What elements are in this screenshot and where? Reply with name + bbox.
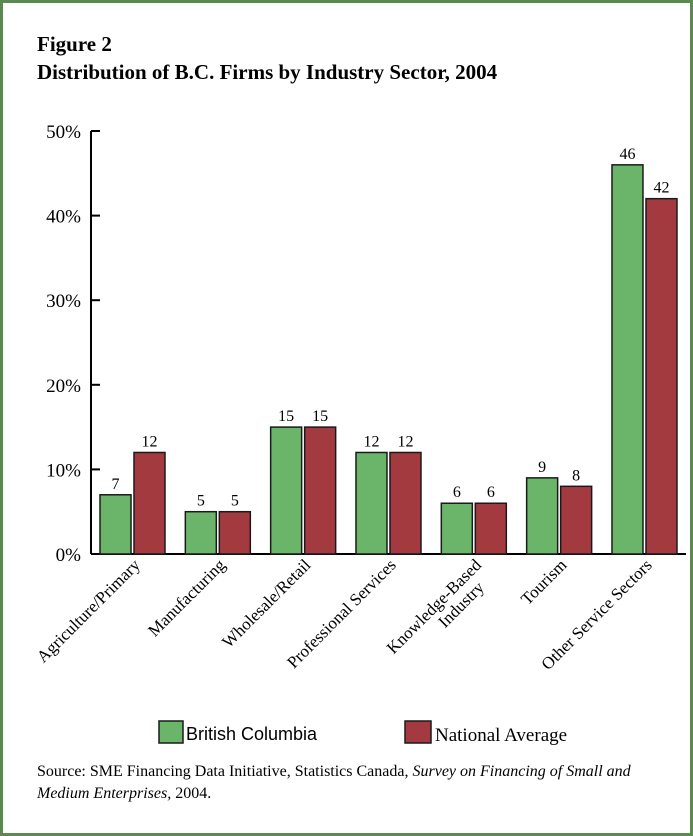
source-suffix: 2004. — [171, 785, 212, 802]
y-tick-label: 20% — [46, 376, 81, 397]
figure-label: Figure 2 — [37, 32, 112, 56]
bar — [389, 451, 422, 555]
bar — [645, 197, 678, 555]
data-label: 15 — [278, 408, 294, 425]
data-label: 42 — [653, 180, 669, 197]
chart-title: Distribution of B.C. Firms by Industry S… — [37, 60, 498, 84]
bar — [440, 502, 474, 555]
y-tick-label: 10% — [46, 460, 81, 481]
y-tick-label: 30% — [46, 291, 81, 312]
data-label: 9 — [538, 459, 546, 476]
bar — [303, 426, 337, 555]
bar — [218, 510, 252, 555]
x-tick-label-line: Agriculture/Primary — [33, 555, 144, 666]
bar — [611, 164, 644, 555]
data-label: 6 — [453, 484, 461, 501]
data-label: 12 — [142, 433, 158, 450]
x-tick-label-line: Wholesale/Retail — [218, 555, 314, 651]
x-tick-label: Agriculture/Primary — [33, 555, 144, 666]
x-tick-label-line: Tourism — [517, 555, 570, 608]
data-label: 5 — [197, 493, 205, 510]
legend-label-british-columbia: British Columbia — [186, 724, 318, 744]
data-label: 6 — [487, 484, 495, 501]
x-tick-label: Knowledge-BasedIndustry — [383, 555, 498, 670]
data-label: 15 — [312, 408, 328, 425]
data-label: 5 — [231, 493, 239, 510]
bar — [133, 451, 166, 555]
y-tick-label: 40% — [46, 207, 81, 228]
x-tick-label: Manufacturing — [144, 555, 229, 640]
bar — [525, 477, 559, 555]
data-label: 8 — [572, 467, 580, 484]
source-title: Survey on Financing of Small and Medium … — [37, 763, 631, 802]
bar-chart: 0% 10% 20% 30% 40% 50% 7 12 Agriculture/Primary 5… — [33, 122, 686, 746]
x-tick-label: Tourism — [517, 555, 570, 608]
source-note: Source: SME Financing Data Initiative, S… — [37, 761, 677, 805]
x-tick-label-line: Manufacturing — [144, 555, 229, 640]
data-label: 46 — [619, 146, 635, 163]
legend-swatch-british-columbia — [158, 720, 184, 744]
y-tick-label: 0% — [56, 545, 82, 566]
bar — [269, 426, 303, 555]
bar — [559, 485, 593, 555]
data-label: 7 — [112, 476, 120, 493]
bar — [184, 510, 218, 555]
legend-label-national-average: National Average — [435, 725, 567, 746]
bar — [355, 451, 388, 555]
data-label: 12 — [397, 433, 413, 450]
source-prefix: Source: SME Financing Data Initiative, S… — [37, 763, 413, 780]
legend-swatch-national-average — [404, 720, 432, 744]
x-tick-label: Wholesale/Retail — [218, 555, 314, 651]
data-label: 12 — [363, 433, 379, 450]
bar — [474, 502, 508, 555]
y-tick-label: 50% — [46, 122, 81, 143]
bar — [99, 494, 132, 555]
